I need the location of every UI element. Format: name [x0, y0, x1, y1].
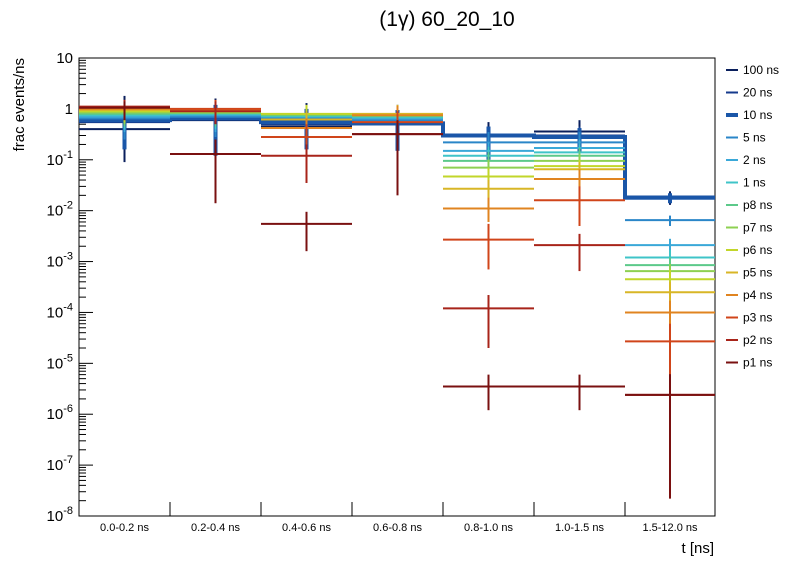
- x-tick-label: 0.6-0.8 ns: [373, 522, 422, 534]
- legend-label: 1 ns: [743, 176, 766, 190]
- y-tick-label: 1: [65, 101, 73, 118]
- y-tick-label: 10-1: [47, 149, 73, 169]
- x-tick-label: 0.8-1.0 ns: [464, 522, 513, 534]
- legend-label: 20 ns: [743, 86, 772, 100]
- legend-label: 2 ns: [743, 153, 766, 167]
- x-axis: 0.0-0.2 ns 0.2-0.4 ns 0.4-0.6 ns 0.6-0.8 ns…: [78, 502, 716, 534]
- x-tick-label: 1.0-1.5 ns: [555, 522, 604, 534]
- y-tick-label: 10-2: [47, 200, 73, 220]
- legend-label: p4 ns: [743, 288, 772, 302]
- legend-label: 10 ns: [743, 108, 772, 122]
- legend-label: p1 ns: [743, 356, 772, 370]
- y-tick-label: 10-5: [47, 352, 73, 372]
- x-axis-label: t [ns]: [681, 540, 714, 557]
- x-tick-label: 0.4-0.6 ns: [282, 522, 331, 534]
- y-tick-label: 10-8: [47, 505, 73, 525]
- legend-label: p2 ns: [743, 333, 772, 347]
- y-tick-label: 10-4: [47, 301, 73, 321]
- y-tick-label: 10-7: [47, 454, 73, 474]
- legend: 100 ns 20 ns 10 ns 5 ns 2 ns 1 ns p8 ns p7 ns p6…: [726, 63, 779, 370]
- y-tick-label: 10-3: [47, 251, 73, 271]
- legend-label: 100 ns: [743, 63, 779, 77]
- x-tick-label: 1.5-12.0 ns: [642, 522, 698, 534]
- series-p1-ns: [79, 101, 715, 499]
- legend-label: p7 ns: [743, 221, 772, 235]
- chart-title: (1γ) 60_20_10: [379, 8, 514, 31]
- x-tick-label: 0.0-0.2 ns: [100, 522, 149, 534]
- legend-label: p5 ns: [743, 266, 772, 280]
- plot-frame: [78, 57, 716, 517]
- legend-label: p6 ns: [743, 243, 772, 257]
- legend-label: 5 ns: [743, 131, 766, 145]
- x-tick-label: 0.2-0.4 ns: [191, 522, 240, 534]
- y-axis: 10-8 10-7 10-6 10-5 10-4 10-3 10-2 10-1 1 10: [47, 50, 93, 525]
- series-layer: [79, 95, 715, 499]
- y-tick-label: 10: [56, 50, 73, 67]
- y-tick-label: 10-6: [47, 403, 73, 423]
- legend-label: p8 ns: [743, 198, 772, 212]
- plot-area-border: [78, 57, 716, 517]
- y-axis-label: frac events/ns: [11, 58, 28, 151]
- legend-label: p3 ns: [743, 311, 772, 325]
